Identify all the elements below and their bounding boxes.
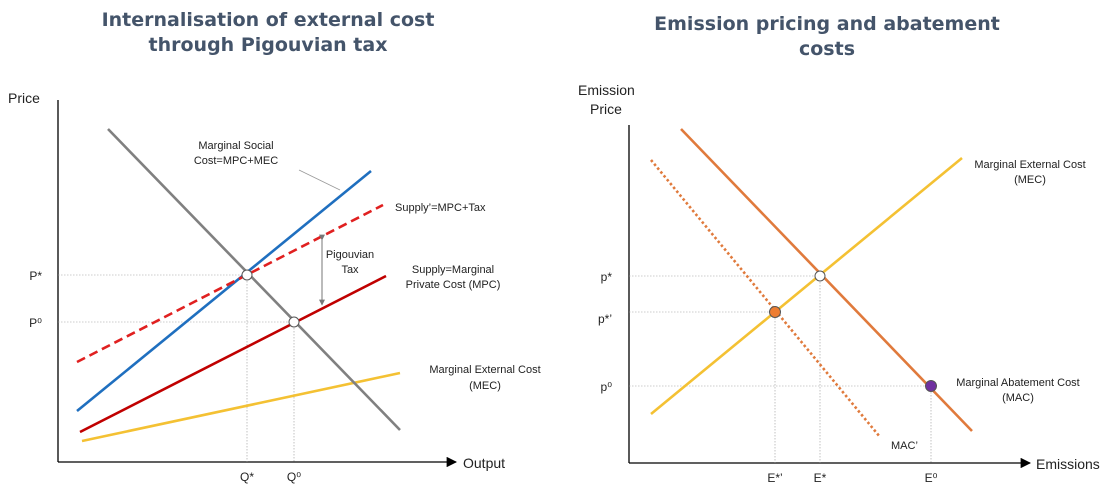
right-y-axis-label-line1: Emission <box>578 82 635 98</box>
right-label-mac-line1: Marginal Abatement Cost <box>956 377 1080 389</box>
left-label-tax-line2: Tax <box>341 264 359 276</box>
left-demand-line <box>107 128 401 431</box>
right-tick-ezero: E⁰ <box>925 471 938 485</box>
left-panel: Internalisation of external cost through… <box>8 9 541 484</box>
left-mpc-line <box>79 274 387 434</box>
left-mec-line <box>81 371 401 443</box>
left-point-pzero <box>288 316 300 328</box>
left-label-mec-line1: Marginal External Cost <box>429 364 540 376</box>
left-msc-line <box>76 169 372 413</box>
right-title-line1: Emission pricing and abatement <box>654 13 1000 35</box>
right-label-mac-prime: MAC’ <box>891 440 918 452</box>
right-tick-pstar-prime: p*’ <box>598 312 612 326</box>
left-label-msc-line2: Cost=MPC+MEC <box>194 155 278 167</box>
left-label-tax-line1: Pigouvian <box>326 249 374 261</box>
left-x-axis-label: Output <box>463 455 505 471</box>
left-tick-pzero: P⁰ <box>29 316 42 330</box>
left-tick-qzero: Q⁰ <box>287 470 301 484</box>
right-tick-estar: E* <box>814 471 827 485</box>
right-x-axis-label: Emissions <box>1036 456 1100 472</box>
left-label-supply-tax: Supply’=MPC+Tax <box>395 202 486 214</box>
left-tick-pstar: P* <box>29 269 42 283</box>
left-point-pstar <box>241 269 253 281</box>
right-mec-line <box>650 156 963 416</box>
right-label-mac-line2: (MAC) <box>1002 392 1034 404</box>
left-title-line2: through Pigouvian tax <box>149 34 388 56</box>
left-label-mec-line2: (MEC) <box>469 380 501 392</box>
right-point-pstar-prime <box>769 306 781 318</box>
left-tick-qstar: Q* <box>240 470 254 484</box>
left-supply-tax-line <box>76 203 384 364</box>
right-mac-line <box>680 128 973 432</box>
right-tick-pzero: p⁰ <box>601 380 613 394</box>
right-tick-pstar: p* <box>601 270 613 284</box>
left-title-line1: Internalisation of external cost <box>102 9 435 31</box>
right-point-pstar <box>814 270 826 282</box>
left-y-axis-label: Price <box>8 90 40 106</box>
right-label-mec-line1: Marginal External Cost <box>974 159 1085 171</box>
right-tick-estar-prime: E*’ <box>767 471 782 485</box>
right-point-pzero <box>925 380 937 392</box>
left-msc-leader <box>298 169 341 191</box>
left-label-supply-line2: Private Cost (MPC) <box>406 279 501 291</box>
left-label-supply-line1: Supply=Marginal <box>412 264 494 276</box>
left-label-msc-line1: Marginal Social <box>198 140 273 152</box>
right-title-line2: costs <box>799 38 855 60</box>
right-y-axis-label-line2: Price <box>590 101 622 117</box>
right-panel: Emission pricing and abatement costs Emi… <box>578 13 1100 485</box>
right-label-mec-line2: (MEC) <box>1014 174 1046 186</box>
